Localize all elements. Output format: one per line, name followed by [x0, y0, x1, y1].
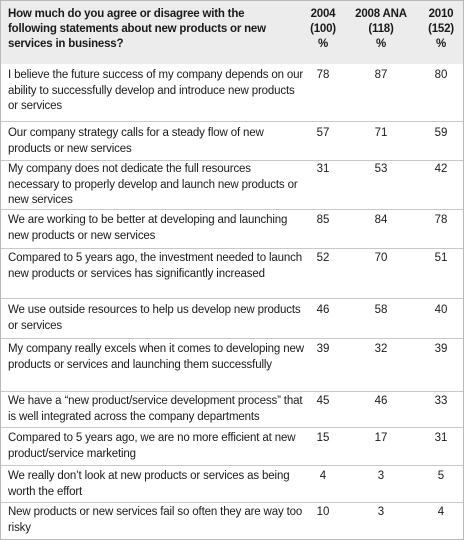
column-base: (152) [428, 23, 454, 35]
row-value-2004: 39 [316, 343, 330, 355]
survey-question: How much do you agree or disagree with t… [8, 8, 266, 50]
row-divider [1, 298, 463, 299]
row-statement: Our company strategy calls for a steady … [8, 127, 264, 155]
column-unit: % [375, 38, 387, 50]
row-value-2004: 31 [316, 163, 330, 175]
row-value-2004: 57 [316, 127, 330, 139]
row-value-2008-ana: 71 [374, 127, 388, 139]
row-statement: Compared to 5 years ago, we are no more … [8, 432, 296, 460]
table-row: We really don’t look at new products or … [1, 466, 463, 502]
row-divider [1, 160, 463, 161]
table-row: We have a “new product/service developme… [1, 392, 463, 427]
row-value-2010: 33 [434, 395, 448, 407]
column-header-2008-ana: 2008 ANA (118) % [351, 7, 411, 52]
row-value-2008-ana: 3 [377, 470, 385, 482]
column-header-2010: 2010 (152) % [411, 7, 464, 52]
row-value-2008-ana: 53 [374, 163, 388, 175]
column-base: (100) [310, 23, 336, 35]
column-unit: % [435, 38, 447, 50]
row-statement: New products or new services fail so oft… [8, 506, 303, 534]
table-row: I believe the future success of my compa… [1, 64, 463, 121]
row-value-2004: 10 [316, 506, 330, 518]
table-header: How much do you agree or disagree with t… [1, 1, 463, 64]
row-statement: We use outside resources to help us deve… [8, 304, 301, 332]
row-statement: I believe the future success of my compa… [8, 69, 304, 112]
table-row: My company does not dedicate the full re… [1, 161, 463, 209]
row-value-2004: 15 [316, 432, 330, 444]
row-value-2010: 4 [437, 506, 445, 518]
row-value-2008-ana: 32 [374, 343, 388, 355]
row-value-2010: 59 [434, 127, 448, 139]
row-divider [1, 209, 463, 210]
row-value-2010: 80 [434, 69, 448, 81]
row-value-2004: 4 [319, 470, 327, 482]
row-value-2010: 51 [434, 252, 448, 264]
table-row: We are working to be better at developin… [1, 210, 463, 248]
column-year: 2008 ANA [355, 8, 407, 20]
table-row: My company really excels when it comes t… [1, 339, 463, 391]
row-divider [1, 121, 463, 122]
table-row: Compared to 5 years ago, the investment … [1, 249, 463, 298]
table-row: We use outside resources to help us deve… [1, 299, 463, 338]
row-value-2010: 40 [434, 304, 448, 316]
row-value-2004: 46 [316, 304, 330, 316]
row-value-2004: 45 [316, 395, 330, 407]
row-divider [1, 502, 463, 503]
row-statement: We have a “new product/service developme… [8, 395, 303, 423]
row-value-2010: 5 [437, 470, 445, 482]
row-value-2004: 52 [316, 252, 330, 264]
row-value-2008-ana: 58 [374, 304, 388, 316]
row-value-2010: 31 [434, 432, 448, 444]
row-divider [1, 248, 463, 249]
column-header-2004: 2004 (100) % [293, 7, 353, 52]
row-statement: My company really excels when it comes t… [8, 343, 304, 371]
table-row: Compared to 5 years ago, we are no more … [1, 428, 463, 465]
row-divider [1, 465, 463, 466]
row-value-2010: 78 [434, 214, 448, 226]
row-value-2008-ana: 17 [374, 432, 388, 444]
column-year: 2004 [310, 8, 336, 20]
row-value-2010: 39 [434, 343, 448, 355]
row-value-2008-ana: 84 [374, 214, 388, 226]
column-base: (118) [368, 23, 394, 35]
row-statement: My company does not dedicate the full re… [8, 163, 298, 206]
column-year: 2010 [428, 8, 454, 20]
row-value-2010: 42 [434, 163, 448, 175]
column-unit: % [317, 38, 329, 50]
row-statement: Compared to 5 years ago, the investment … [8, 252, 302, 280]
table-row: New products or new services fail so oft… [1, 503, 463, 539]
row-value-2008-ana: 46 [374, 395, 388, 407]
row-divider [1, 338, 463, 339]
row-statement: We really don’t look at new products or … [8, 470, 290, 498]
row-divider [1, 391, 463, 392]
row-statement: We are working to be better at developin… [8, 214, 288, 242]
row-value-2004: 85 [316, 214, 330, 226]
row-divider [1, 427, 463, 428]
row-value-2008-ana: 70 [374, 252, 388, 264]
row-value-2008-ana: 3 [377, 506, 385, 518]
row-value-2008-ana: 87 [374, 69, 388, 81]
row-value-2004: 78 [316, 69, 330, 81]
table-row: Our company strategy calls for a steady … [1, 122, 463, 160]
